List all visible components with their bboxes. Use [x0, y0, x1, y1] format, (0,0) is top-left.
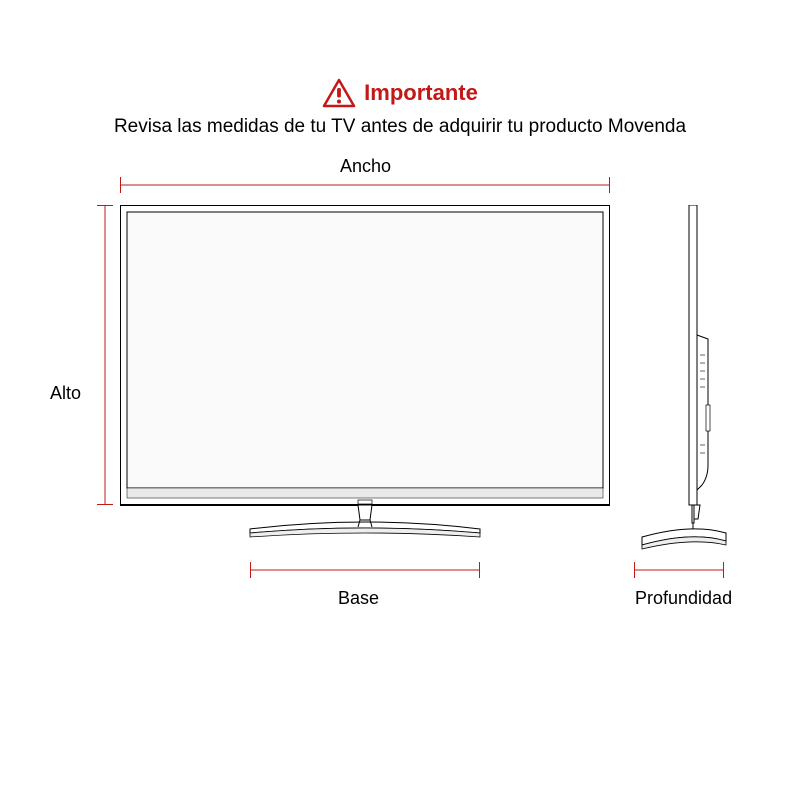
label-base: Base — [338, 588, 379, 609]
tv-side-view — [634, 205, 734, 560]
subtitle-text: Revisa las medidas de tu TV antes de adq… — [0, 116, 800, 138]
header-row: Importante — [0, 78, 800, 113]
label-alto: Alto — [50, 383, 81, 404]
dimline-ancho — [120, 177, 610, 197]
tv-front-view — [120, 205, 610, 550]
important-label: Importante — [364, 80, 478, 106]
label-profundidad: Profundidad — [635, 588, 732, 609]
dimline-profundidad — [634, 562, 724, 582]
dimline-base — [250, 562, 480, 582]
dimline-alto — [97, 205, 117, 505]
warning-triangle-icon — [322, 78, 356, 108]
dimension-infographic: Importante Revisa las medidas de tu TV a… — [0, 0, 800, 800]
label-ancho: Ancho — [340, 156, 391, 177]
